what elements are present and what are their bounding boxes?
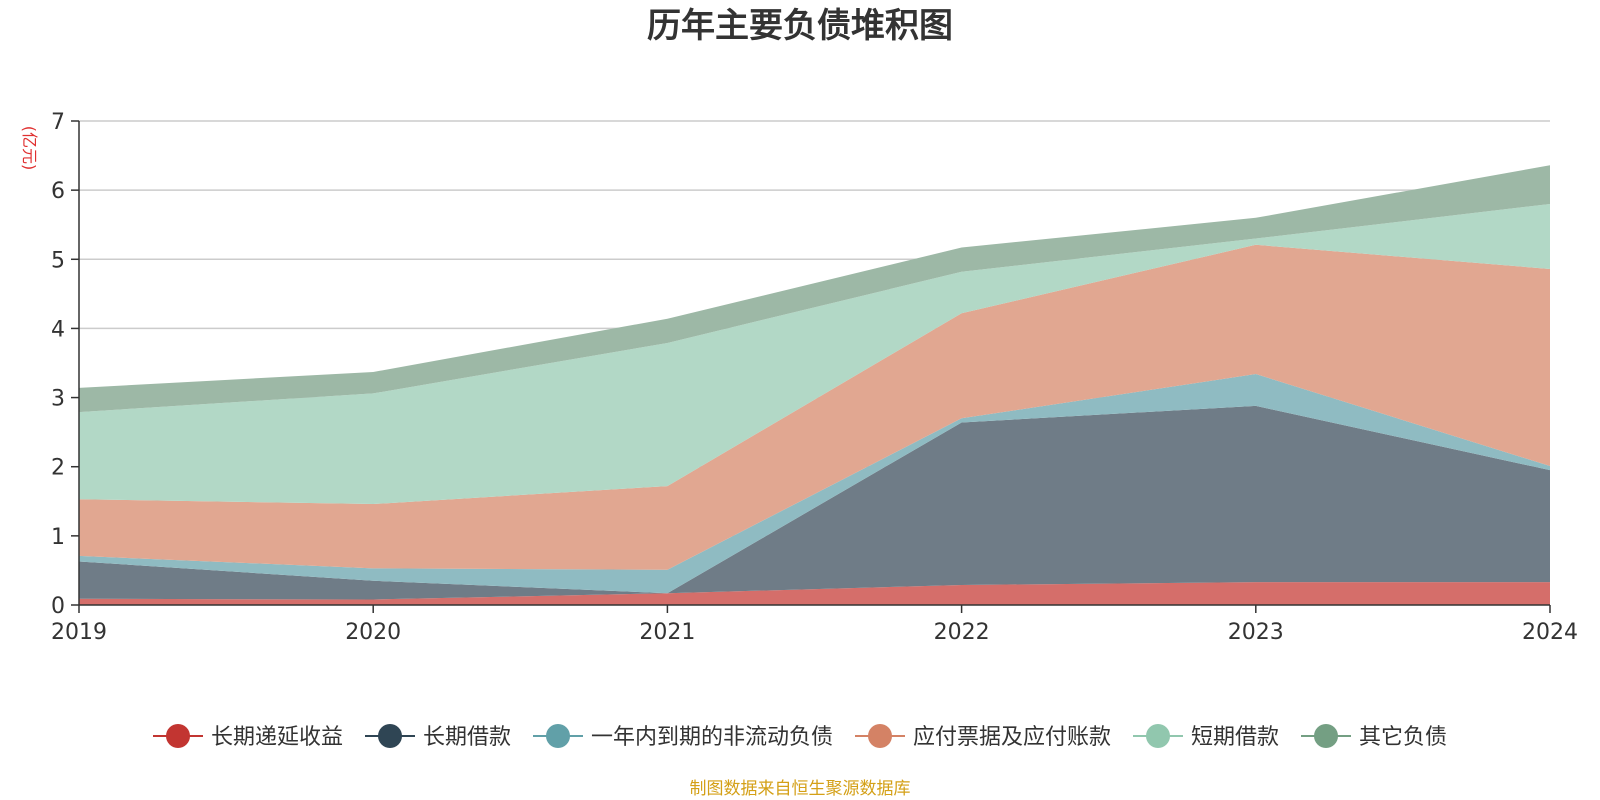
- y-tick-label-7: 7: [51, 110, 65, 135]
- x-tick-label-0: 2019: [51, 620, 107, 645]
- y-tick-label-1: 1: [51, 525, 65, 550]
- series-area-5[interactable]: [79, 165, 1550, 413]
- y-tick-label-6: 6: [51, 179, 65, 204]
- y-tick-label-3: 3: [51, 387, 65, 412]
- legend-label-3: 应付票据及应付账款: [913, 725, 1111, 750]
- x-tick-label-3: 2022: [934, 620, 990, 645]
- legend-label-5: 其它负债: [1359, 725, 1447, 750]
- legend-item-4[interactable]: 短期借款: [1133, 724, 1279, 750]
- legend-item-0[interactable]: 长期递延收益: [153, 724, 343, 750]
- x-tick-label-5: 2024: [1522, 620, 1578, 645]
- y-tick-label-0: 0: [51, 594, 65, 619]
- legend-item-1[interactable]: 长期借款: [365, 724, 511, 750]
- legend-marker-5: [1314, 724, 1338, 748]
- series-area-1[interactable]: [79, 405, 1550, 600]
- area-series: [79, 165, 1550, 605]
- series-area-4[interactable]: [79, 203, 1550, 505]
- legend-label-1: 长期借款: [423, 725, 511, 750]
- y-tick-label-5: 5: [51, 248, 65, 273]
- legend: 长期递延收益 长期借款 一年内到期的非流动负债 应付票据及应付账款 短期借款 其它负债: [153, 724, 1447, 750]
- legend-label-4: 短期借款: [1191, 725, 1279, 750]
- legend-item-3[interactable]: 应付票据及应付账款: [855, 724, 1111, 750]
- legend-label-0: 长期递延收益: [211, 725, 343, 750]
- series-area-3[interactable]: [79, 244, 1550, 570]
- legend-marker-1: [378, 724, 402, 748]
- legend-marker-4: [1146, 724, 1170, 748]
- y-tick-label-4: 4: [51, 317, 65, 342]
- chart-title: 历年主要负债堆积图: [647, 6, 953, 46]
- series-area-0[interactable]: [79, 582, 1550, 605]
- data-source-note: 制图数据来自恒生聚源数据库: [690, 779, 911, 799]
- legend-marker-3: [868, 724, 892, 748]
- legend-item-5[interactable]: 其它负债: [1301, 724, 1447, 750]
- y-axis-unit-label: (亿元): [20, 126, 39, 171]
- legend-label-2: 一年内到期的非流动负债: [591, 725, 833, 750]
- legend-item-2[interactable]: 一年内到期的非流动负债: [533, 724, 833, 750]
- legend-marker-2: [546, 724, 570, 748]
- legend-marker-0: [166, 724, 190, 748]
- x-tick-label-2: 2021: [639, 620, 695, 645]
- x-tick-label-1: 2020: [345, 620, 401, 645]
- y-tick-label-2: 2: [51, 456, 65, 481]
- x-tick-label-4: 2023: [1228, 620, 1284, 645]
- axes: 0 1 2 3 4 5 6 7 2019 2020 2021 2022 2023 2024: [51, 110, 1578, 645]
